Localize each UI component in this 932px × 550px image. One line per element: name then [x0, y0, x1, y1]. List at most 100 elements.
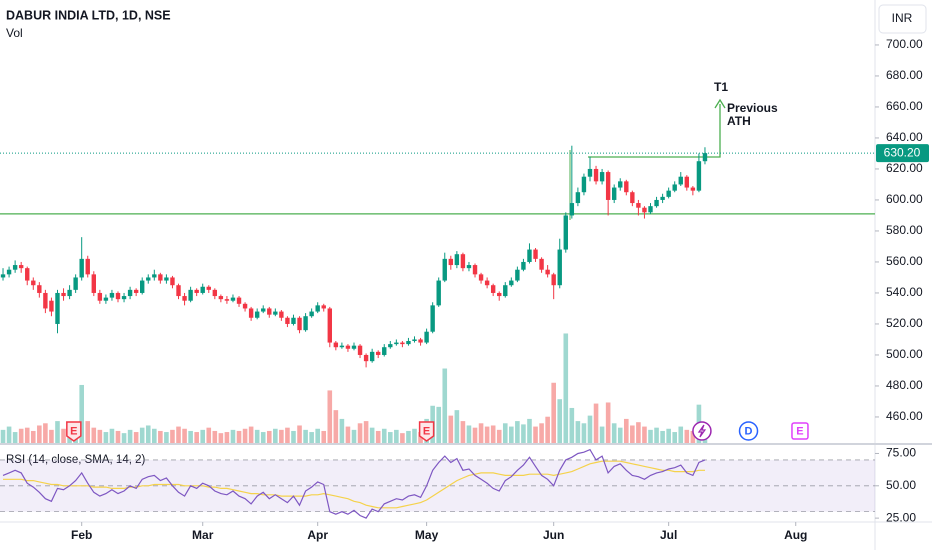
currency[interactable]: INR [892, 11, 913, 25]
candle-body [521, 261, 526, 270]
candle-body [121, 296, 127, 300]
y-tick-label: 680.00 [886, 68, 923, 82]
event-label: E [423, 425, 430, 437]
candle-body [79, 258, 84, 278]
candle-body [115, 292, 121, 300]
candle-body [230, 297, 236, 301]
candle-body [442, 258, 447, 281]
candle-body [109, 292, 115, 298]
candle-body [672, 184, 677, 191]
volume-bar [684, 429, 690, 443]
volume-bar [0, 429, 6, 443]
volume-bar [121, 433, 127, 443]
volume-bar [442, 368, 448, 443]
volume-bar [642, 426, 647, 443]
target-arrow [588, 104, 721, 158]
candle-body [140, 280, 145, 293]
last-price-tag [876, 144, 929, 163]
candle-body [611, 187, 617, 200]
volume-bar [400, 433, 405, 443]
volume-bar [145, 425, 151, 443]
candle-body [678, 176, 683, 185]
volume-bar [666, 428, 671, 443]
volume-bar [297, 425, 302, 443]
candle-body [267, 308, 272, 315]
currency-box[interactable] [878, 4, 927, 34]
volume-bar [43, 423, 48, 443]
candle-body [539, 258, 544, 270]
candle-body [194, 289, 199, 293]
volume-bar [412, 428, 417, 443]
volume-bar [242, 428, 248, 443]
note-label: ATH [727, 114, 751, 128]
candle-body [448, 258, 454, 266]
volume-bar [279, 429, 284, 443]
candle-body [291, 317, 296, 324]
volume-bar [127, 429, 133, 443]
candle-body [654, 199, 659, 207]
volume-bar [339, 418, 345, 443]
candle-body [188, 289, 193, 301]
volume-bar [103, 432, 109, 443]
x-tick-label: Mar [192, 528, 214, 542]
y-tick-label: 640.00 [886, 130, 923, 144]
candle-body [575, 192, 581, 204]
volume-bar [158, 430, 163, 443]
candle-body [261, 308, 266, 312]
event-label: D [745, 425, 753, 437]
candle-body [388, 344, 393, 348]
candle-body [152, 274, 157, 278]
candle-body [37, 285, 42, 293]
candle-body [466, 265, 472, 269]
candle-body [472, 265, 478, 275]
y-tick-label: 540.00 [886, 285, 923, 299]
volume-bar [654, 427, 659, 443]
volume-bar [236, 430, 242, 443]
candle-body [599, 172, 605, 182]
candle-body [279, 311, 284, 318]
volume-bar [630, 425, 635, 443]
volume-bar [460, 421, 466, 443]
volume-bar [327, 390, 333, 443]
candle-body [557, 249, 562, 286]
candle-body [484, 280, 490, 286]
candle-body [533, 249, 538, 259]
volume-bar [515, 421, 520, 443]
candle-body [127, 289, 133, 297]
candle-body [412, 339, 417, 342]
volume-bar [502, 423, 508, 443]
y-tick-label: 600.00 [886, 192, 923, 206]
volume-bar [315, 428, 320, 443]
candle-body [503, 285, 508, 297]
candle-body [424, 331, 429, 343]
volume-bar [218, 433, 224, 443]
volume-bar [351, 429, 357, 443]
volume-bar [490, 425, 496, 443]
candle-body [170, 277, 175, 286]
candle-body [593, 168, 599, 182]
x-tick-label: Jun [543, 528, 564, 542]
volume-bar [291, 430, 296, 443]
volume-bar [139, 427, 145, 443]
candle-body [61, 292, 66, 297]
y-tick-label: 560.00 [886, 254, 923, 268]
volume-bar [575, 421, 581, 443]
x-tick-label: Feb [71, 528, 92, 542]
candle-body [394, 342, 399, 345]
volume-bar [273, 428, 278, 443]
note-label: Previous [727, 101, 778, 115]
candle-body [357, 345, 363, 355]
volume-bar [12, 432, 18, 443]
event-marker [791, 422, 809, 440]
volume-bar [212, 430, 218, 443]
event-marker [418, 421, 435, 442]
rsi-line [2, 448, 706, 519]
candle-body [563, 215, 568, 250]
volume-bar [648, 429, 653, 443]
candle-body [454, 254, 460, 266]
y-tick-label: 580.00 [886, 223, 923, 237]
volume-bar [484, 426, 490, 443]
candle-body [509, 280, 514, 286]
